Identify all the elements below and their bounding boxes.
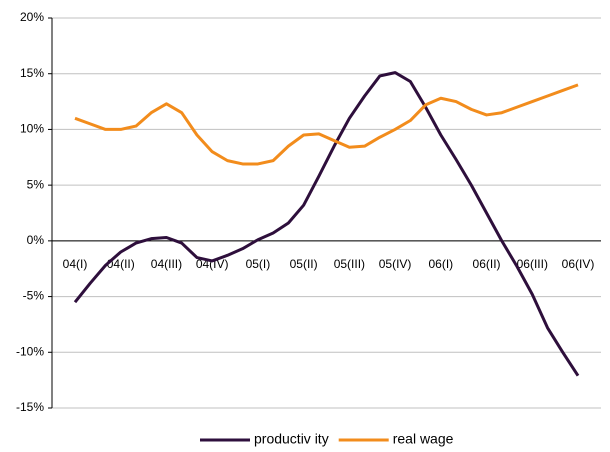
x-tick-label: 05(IV)	[379, 257, 412, 271]
y-tick-label: 20%	[20, 10, 44, 24]
x-tick-label: 05(III)	[334, 257, 365, 271]
x-tick-label: 06(I)	[428, 257, 453, 271]
y-tick-label: 5%	[27, 177, 45, 191]
x-tick-label: 06(IV)	[562, 257, 595, 271]
x-tick-label: 06(III)	[517, 257, 548, 271]
y-tick-label: -15%	[16, 400, 44, 414]
y-tick-label: -10%	[16, 344, 44, 358]
y-tick-label: -5%	[23, 289, 45, 303]
line-series	[73, 71, 580, 377]
legend-label: real wage	[393, 431, 454, 447]
y-tick-label: 15%	[20, 66, 44, 80]
legend-label: productiv ity	[254, 431, 329, 447]
line-series	[74, 83, 579, 166]
x-tick-label: 05(I)	[246, 257, 271, 271]
x-tick-label: 05(II)	[290, 257, 318, 271]
x-tick-label: 06(II)	[473, 257, 501, 271]
x-tick-label: 04(II)	[107, 257, 135, 271]
x-tick-label: 04(I)	[63, 257, 88, 271]
x-tick-label: 04(III)	[151, 257, 182, 271]
y-tick-label: 10%	[20, 122, 44, 136]
y-tick-label: 0%	[27, 233, 45, 247]
